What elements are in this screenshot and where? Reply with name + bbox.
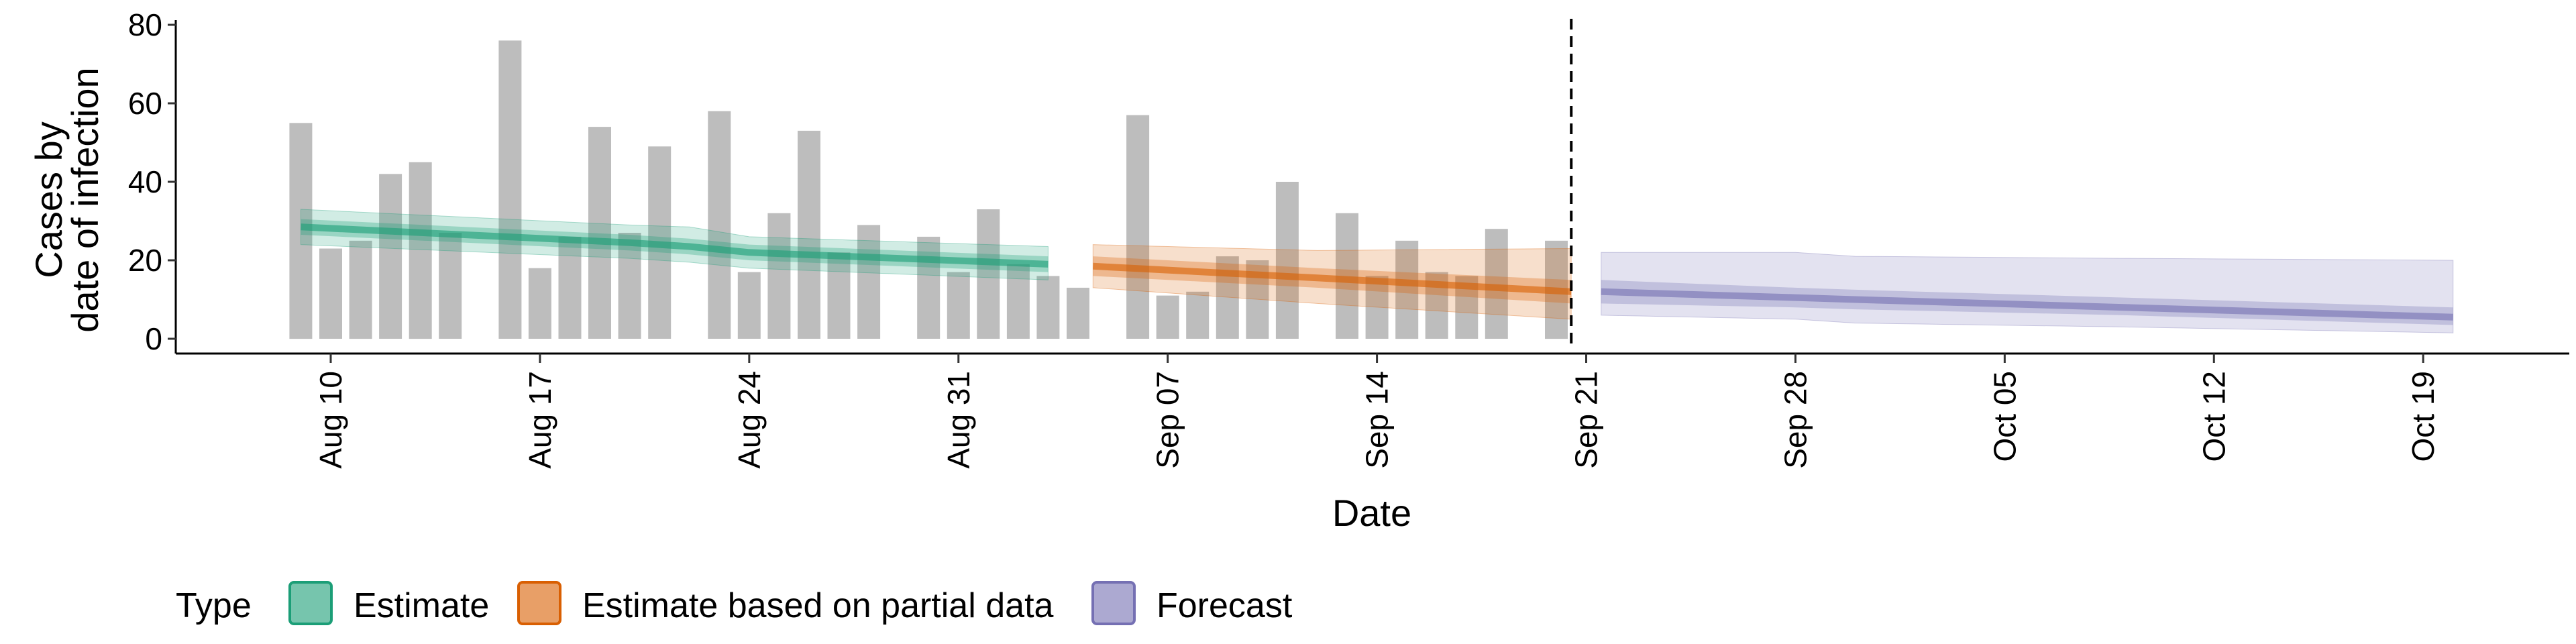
x-tick-label-aug-31: Aug 31 bbox=[941, 371, 976, 469]
bar-aug-31 bbox=[947, 272, 970, 339]
x-tick-label-oct-12: Oct 12 bbox=[2196, 371, 2231, 462]
bar-aug-09 bbox=[289, 123, 313, 339]
x-tick-label-oct-19: Oct 19 bbox=[2406, 371, 2440, 462]
bar-aug-20 bbox=[618, 233, 641, 339]
legend-key-forecast bbox=[1091, 581, 1136, 625]
bar-sep-07 bbox=[1156, 295, 1179, 339]
x-tick-label-sep-21: Sep 21 bbox=[1569, 371, 1604, 469]
bar-sep-03 bbox=[1036, 276, 1060, 339]
x-tick-label-oct-05: Oct 05 bbox=[1987, 371, 2022, 462]
bar-sep-18 bbox=[1485, 229, 1508, 339]
x-axis-title: Date bbox=[1332, 492, 1411, 534]
bar-aug-28 bbox=[857, 225, 881, 339]
bar-sep-11 bbox=[1275, 182, 1299, 339]
estimate-median-line bbox=[301, 223, 1049, 268]
bar-aug-17 bbox=[528, 268, 551, 339]
x-tick-label-aug-10: Aug 10 bbox=[313, 371, 348, 469]
legend-key-estimate bbox=[288, 581, 333, 625]
estimate-ribbons bbox=[300, 209, 2454, 333]
bar-sep-08 bbox=[1186, 291, 1210, 339]
bar-aug-27 bbox=[827, 252, 851, 339]
bar-aug-11 bbox=[349, 240, 372, 339]
x-tick-label-sep-28: Sep 28 bbox=[1778, 371, 1813, 469]
bar-sep-01 bbox=[977, 209, 1000, 339]
legend-swatch-forecast bbox=[1091, 581, 1136, 625]
axes: 0 20 40 60 80 Aug 10 Aug 17 Aug 24 Aug 31 Sep 07 S… bbox=[128, 7, 2569, 469]
estimate-based-on-partial-data-median-line bbox=[1093, 262, 1572, 295]
y-tick-label-80: 80 bbox=[128, 7, 162, 42]
bar-aug-13 bbox=[409, 162, 432, 339]
legend-swatch-estimate bbox=[288, 581, 333, 625]
x-tick-label-sep-07: Sep 07 bbox=[1150, 371, 1185, 469]
bar-aug-25 bbox=[767, 213, 791, 339]
x-tick-label-aug-24: Aug 24 bbox=[732, 371, 767, 469]
bar-aug-19 bbox=[588, 127, 611, 339]
bar-aug-12 bbox=[379, 174, 402, 339]
bar-sep-15 bbox=[1395, 240, 1419, 339]
legend-label-estimate: Estimate bbox=[354, 586, 489, 625]
legend-label-forecast: Forecast bbox=[1157, 586, 1293, 625]
y-tick-label-20: 20 bbox=[128, 243, 162, 278]
y-tick-label-60: 60 bbox=[128, 86, 162, 121]
legend: Type Estimate Estimate based on partial d… bbox=[176, 581, 1293, 625]
bar-aug-16 bbox=[498, 40, 522, 339]
bar-aug-30 bbox=[917, 236, 941, 339]
legend-title: Type bbox=[176, 586, 252, 625]
bar-aug-24 bbox=[737, 272, 761, 339]
y-axis-title-line1: Cases by bbox=[28, 121, 70, 278]
forecast-median-line bbox=[1601, 288, 2453, 321]
bar-sep-06 bbox=[1126, 115, 1150, 339]
legend-label-estimate-based-on-partial-data: Estimate based on partial data bbox=[582, 586, 1054, 625]
bar-aug-10 bbox=[319, 248, 342, 339]
legend-key-estimate-based-on-partial-data bbox=[517, 581, 561, 625]
legend-swatch-estimate-based-on-partial-data bbox=[517, 581, 561, 625]
bar-aug-26 bbox=[798, 130, 820, 339]
case-bars bbox=[289, 40, 1568, 339]
bar-sep-02 bbox=[1006, 264, 1030, 339]
y-tick-label-0: 0 bbox=[145, 321, 162, 356]
bar-aug-14 bbox=[439, 233, 462, 339]
y-tick-label-40: 40 bbox=[128, 164, 162, 199]
bar-aug-23 bbox=[708, 111, 731, 339]
x-tick-label-aug-17: Aug 17 bbox=[523, 371, 557, 469]
x-tick-label-sep-14: Sep 14 bbox=[1360, 371, 1395, 469]
bar-sep-04 bbox=[1067, 287, 1089, 339]
y-axis-title-line2: date of infection bbox=[64, 67, 106, 332]
bar-aug-18 bbox=[558, 236, 582, 339]
bar-sep-14 bbox=[1365, 276, 1389, 339]
